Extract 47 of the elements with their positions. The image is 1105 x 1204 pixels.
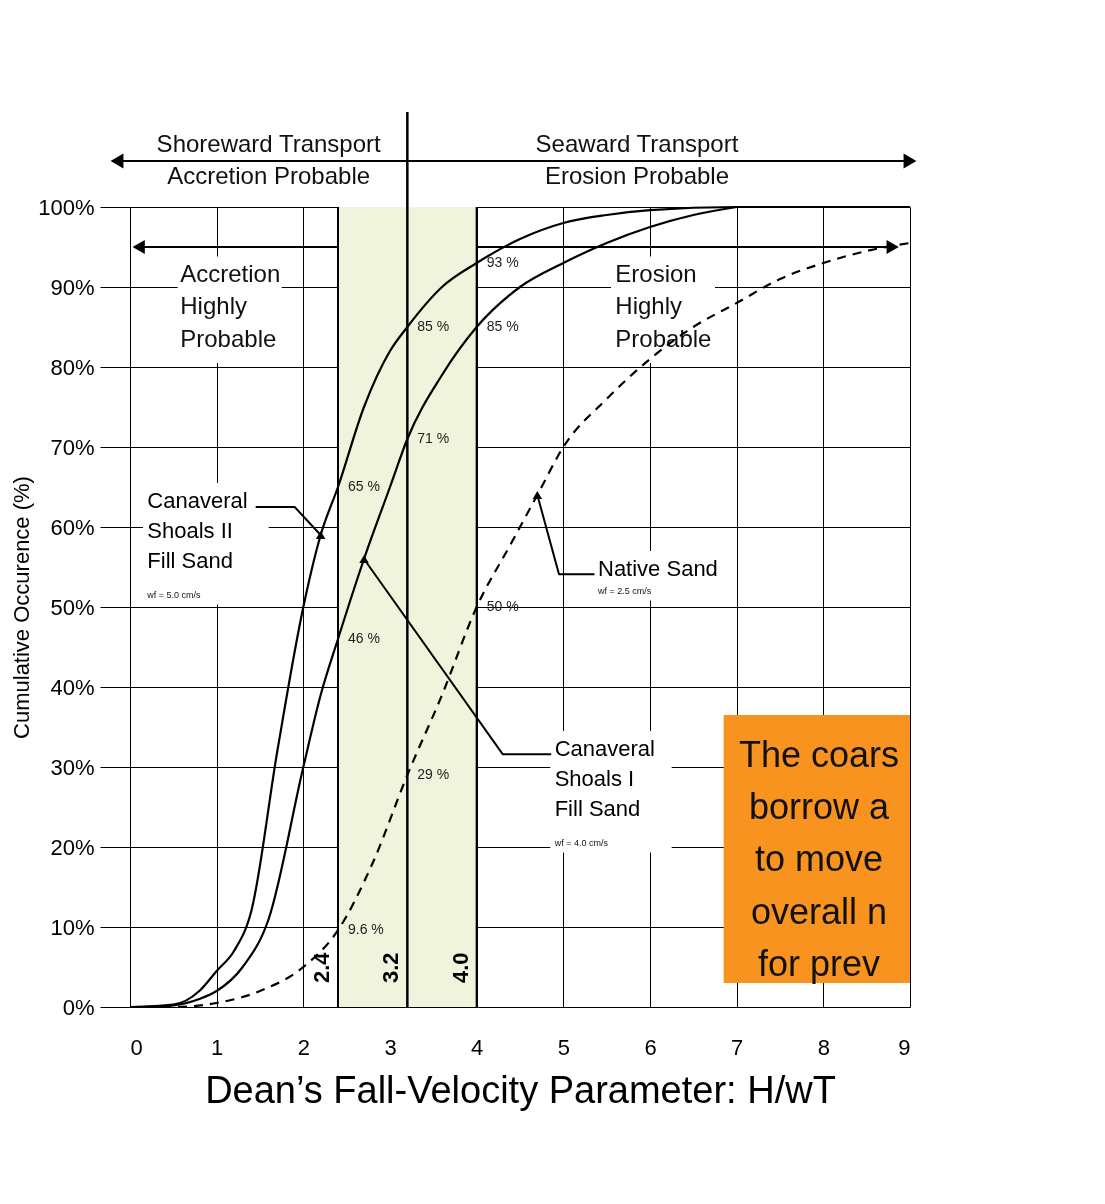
y-tick-label: 50% [50,594,95,620]
annotation: 85 % [486,318,519,334]
annotation: 65 % [348,478,380,494]
annotation: 29 % [417,766,450,782]
annotation: 9.6 % [348,921,384,938]
text: Native Sand [598,556,718,581]
text: Seaward Transport [535,130,739,157]
y-tick-label: 10% [50,914,95,940]
x-tick-label: 2 [297,1034,310,1060]
y-tick-label: 70% [50,434,95,460]
annotation: Accretion Highly Probable [180,260,281,352]
annotation: The coars borrow a to move overall n for prev [738,734,900,984]
annotation: Erosion Highly Probable [615,260,712,352]
x-tick-label: 7 [731,1034,744,1060]
x-tick-label: 6 [644,1034,657,1060]
ref-line-label: 2.4 [309,951,334,983]
text: Accretion Probable [167,162,371,189]
annotation: wf = 4.0 cm/s [553,838,609,848]
y-tick-label: 80% [50,354,95,380]
x-tick-label: 0 [130,1034,143,1060]
annotation: wf = 2.5 cm/s [597,586,652,596]
x-tick-label: 4 [471,1034,484,1060]
ref-line-label: 4.0 [447,952,473,983]
ref-line-label: 3.2 [378,952,404,983]
y-tick-label: 40% [50,674,95,700]
y-tick-label: 0% [62,994,95,1020]
annotation: 71 % [417,430,450,446]
y-axis-title: Cumulative Occurence (%) [9,476,35,739]
text: Shoreward Transport [156,130,382,157]
x-tick-label: 3 [384,1034,397,1060]
y-tick-label: 100% [38,194,95,220]
legend-label: Canaveral Shoals II Fill Sand [147,488,248,573]
x-tick-label: 1 [211,1034,224,1060]
y-tick-label: 90% [50,274,95,300]
text: Canaveral Shoals I Fill Sand [554,736,655,821]
annotation: 85 % [417,318,450,334]
y-tick-label: 60% [50,514,95,540]
x-tick-label: 9 [898,1034,911,1060]
annotation: 46 % [348,630,380,646]
x-axis-title: Dean’s Fall-Velocity Parameter: H/wT [205,1068,836,1111]
x-tick-label: 5 [557,1034,570,1060]
annotation: wf = 5.0 cm/s [146,590,202,600]
y-tick-label: 20% [50,834,95,860]
text: Erosion Probable [544,162,730,189]
x-tick-label: 8 [817,1034,830,1060]
annotation: 93 % [486,254,519,270]
y-tick-label: 30% [50,754,95,780]
